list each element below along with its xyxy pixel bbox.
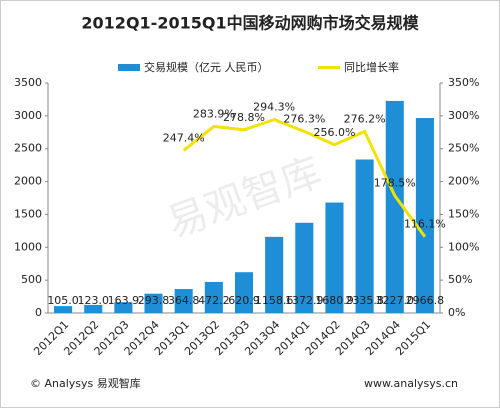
y2-tick-label: 250% [448,142,479,155]
bar-label: 620.9 [228,294,260,307]
y-tick-label: 3000 [14,109,42,122]
bar-label: 2966.8 [406,294,445,307]
line-label: 178.5% [374,177,416,190]
bar [204,281,223,313]
y2-tick-label: 50% [448,273,472,286]
bar-label: 123.0 [77,294,109,307]
bar [234,272,254,313]
bar [355,159,374,313]
line-label: 294.3% [253,101,295,114]
bar-label: 163.9 [108,294,140,307]
bar [174,289,193,313]
y2-tick-label: 100% [448,240,479,253]
bar [114,302,133,313]
bar-label: 1158.6 [255,294,294,307]
bar [54,306,73,313]
y-tick-label: 2500 [14,142,42,155]
bar [265,236,284,313]
bar-label: 364.8 [168,294,200,307]
bar-label: 293.8 [138,294,170,307]
bar [144,293,163,313]
y-tick-label: 1000 [14,240,42,253]
bar [295,222,314,313]
bar-label: 3227.0 [376,294,415,307]
bar [84,304,103,313]
line-label: 283.9% [193,107,235,120]
y2-tick-label: 200% [448,175,479,188]
y-tick-label: 3500 [14,76,42,89]
line-label: 278.8% [223,111,265,124]
bar [385,100,404,313]
bar [415,118,434,314]
y2-tick-label: 300% [448,109,479,122]
bar-label: 1680.9 [315,294,354,307]
y-tick-label: 1500 [14,207,42,220]
footer-left: © Analysys 易观智库 [30,376,141,390]
bar-label: 1372.9 [285,294,324,307]
legend-label: 交易规模（亿元 人民币） [144,60,269,74]
y-tick-label: 500 [21,273,42,286]
line [182,118,427,238]
y-tick-label: 0 [35,306,42,319]
legend-swatch [118,64,140,71]
bar [325,202,344,313]
y2-tick-label: 0% [448,306,465,319]
y2-tick-label: 150% [448,207,479,220]
line-label: 256.0% [313,126,355,139]
y-tick-label: 2000 [14,175,42,188]
line-label: 116.1% [404,218,446,231]
bar-label: 472.2 [198,294,230,307]
footer-right: www.analysys.cn [364,377,458,390]
line-label: 276.2% [344,112,386,125]
legend-label: 同比增长率 [344,60,399,74]
line-label: 276.3% [283,112,325,125]
y2-tick-label: 350% [448,76,479,89]
chart-title: 2012Q1-2015Q1中国移动网购市场交易规模 [81,14,419,33]
bar-label: 105.0 [47,294,79,307]
line-label: 247.4% [163,131,205,144]
bar-label: 2335.8 [345,294,384,307]
